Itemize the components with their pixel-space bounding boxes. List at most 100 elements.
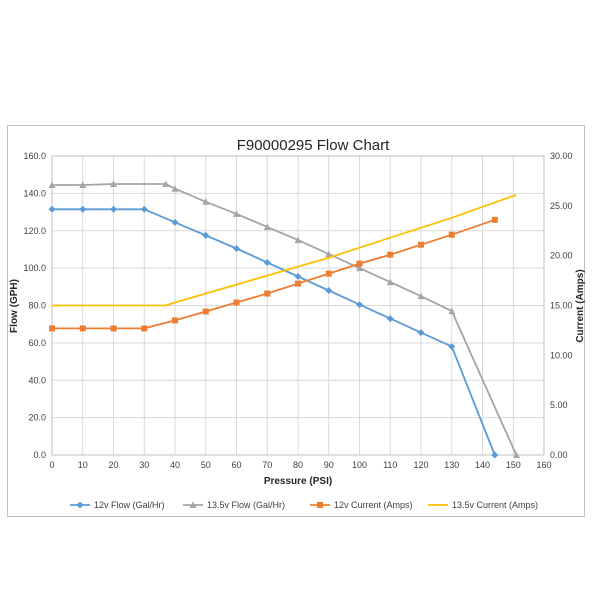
axes: 0 10 20 30 40 50 60 70 80 90 100 110 120 130 140 150 160… — [23, 151, 572, 470]
data-point — [491, 216, 498, 223]
x-tick-label: 10 — [78, 460, 88, 470]
legend-entry: 13.5v Flow (Gal/Hr) — [183, 500, 285, 510]
data-point — [189, 501, 197, 508]
data-point — [294, 273, 302, 281]
x-tick-label: 30 — [139, 460, 149, 470]
series-12v-current-amps — [49, 216, 498, 332]
y-axis-title: Flow (GPH) — [9, 279, 20, 333]
y-tick-label: 140.0 — [23, 188, 46, 198]
series-layer — [48, 180, 520, 459]
y-tick-label: 20.0 — [28, 413, 46, 423]
y2-axis-title: Current (Amps) — [575, 269, 586, 342]
y2-tick-label: 10.00 — [550, 350, 573, 360]
data-point — [263, 223, 271, 231]
y-tick-label: 160.0 — [23, 151, 46, 161]
data-point — [386, 315, 394, 323]
data-point — [417, 292, 425, 300]
data-point — [264, 290, 271, 297]
data-point — [202, 198, 210, 205]
series-13-5v-current-amps — [52, 194, 517, 307]
legend-entry: 12v Flow (Gal/Hr) — [70, 500, 165, 510]
data-point — [512, 451, 520, 458]
data-point — [448, 231, 455, 238]
x-tick-label: 160 — [536, 460, 551, 470]
data-point — [79, 325, 86, 332]
chart-frame — [7, 125, 585, 517]
data-point — [295, 280, 301, 287]
x-tick-label: 60 — [231, 460, 241, 470]
data-point — [263, 259, 271, 267]
data-point — [140, 205, 148, 213]
series-line — [52, 183, 518, 456]
data-point — [233, 299, 240, 306]
data-point — [79, 181, 87, 188]
legend-label: 12v Current (Amps) — [334, 500, 413, 510]
data-point — [325, 287, 333, 295]
legend-label: 12v Flow (Gal/Hr) — [94, 500, 165, 510]
x-tick-label: 130 — [444, 460, 459, 470]
data-point — [448, 343, 456, 351]
y2-tick-label: 25.00 — [550, 201, 573, 211]
data-point — [202, 231, 210, 239]
data-point — [325, 270, 332, 277]
x-tick-label: 70 — [262, 460, 272, 470]
legend-entry: 13.5v Current (Amps) — [428, 500, 538, 510]
data-point — [172, 317, 178, 324]
y2-tick-label: 0.00 — [550, 450, 568, 460]
y2-tick-label: 15.00 — [550, 301, 573, 311]
y-tick-label: 100.0 — [23, 263, 46, 273]
series-13-5v-flow-gal-hr — [48, 180, 520, 458]
y-tick-label: 80.0 — [28, 301, 46, 311]
x-tick-label: 80 — [293, 460, 303, 470]
data-point — [76, 501, 84, 509]
data-point — [49, 325, 55, 332]
data-point — [48, 205, 56, 213]
legend: 12v Flow (Gal/Hr) 13.5v Flow (Gal/Hr) 12v … — [70, 500, 538, 510]
data-point — [141, 325, 148, 332]
legend-entry: 12v Current (Amps) — [310, 500, 413, 510]
data-point — [233, 245, 240, 253]
y-tick-label: 0.0 — [33, 450, 46, 460]
data-point — [325, 250, 333, 258]
data-point — [448, 307, 456, 315]
series-line — [52, 208, 496, 456]
data-point — [356, 264, 363, 272]
data-point — [171, 218, 179, 226]
x-tick-label: 20 — [108, 460, 118, 470]
y2-tick-label: 20.00 — [550, 251, 573, 261]
x-tick-label: 40 — [170, 460, 180, 470]
series-line — [52, 194, 517, 307]
x-tick-label: 100 — [352, 460, 367, 470]
data-point — [417, 329, 425, 337]
x-tick-label: 50 — [201, 460, 211, 470]
data-point — [386, 278, 394, 286]
data-point — [387, 251, 394, 258]
x-tick-label: 150 — [506, 460, 521, 470]
data-point — [418, 241, 424, 248]
y-tick-label: 40.0 — [28, 375, 46, 385]
data-point — [356, 301, 363, 309]
x-tick-label: 110 — [383, 460, 397, 470]
data-point — [317, 502, 323, 508]
x-tick-label: 0 — [49, 460, 54, 470]
x-tick-label: 140 — [475, 460, 490, 470]
x-tick-label: 90 — [324, 460, 334, 470]
data-point — [491, 451, 499, 459]
y2-tick-label: 5.00 — [550, 400, 568, 410]
data-point — [171, 185, 179, 192]
chart-title: F90000295 Flow Chart — [237, 137, 390, 154]
data-point — [110, 325, 117, 332]
series-12v-flow-gal-hr — [48, 205, 499, 459]
data-point — [48, 181, 56, 188]
data-point — [110, 205, 117, 213]
y-tick-label: 120.0 — [23, 226, 46, 236]
x-tick-label: 120 — [413, 460, 428, 470]
x-axis-title: Pressure (PSI) — [264, 476, 332, 487]
legend-label: 13.5v Current (Amps) — [452, 500, 538, 510]
data-point — [233, 210, 240, 217]
data-point — [294, 236, 302, 244]
y2-tick-label: 30.00 — [550, 151, 573, 161]
data-point — [202, 308, 209, 315]
data-point — [79, 205, 87, 213]
